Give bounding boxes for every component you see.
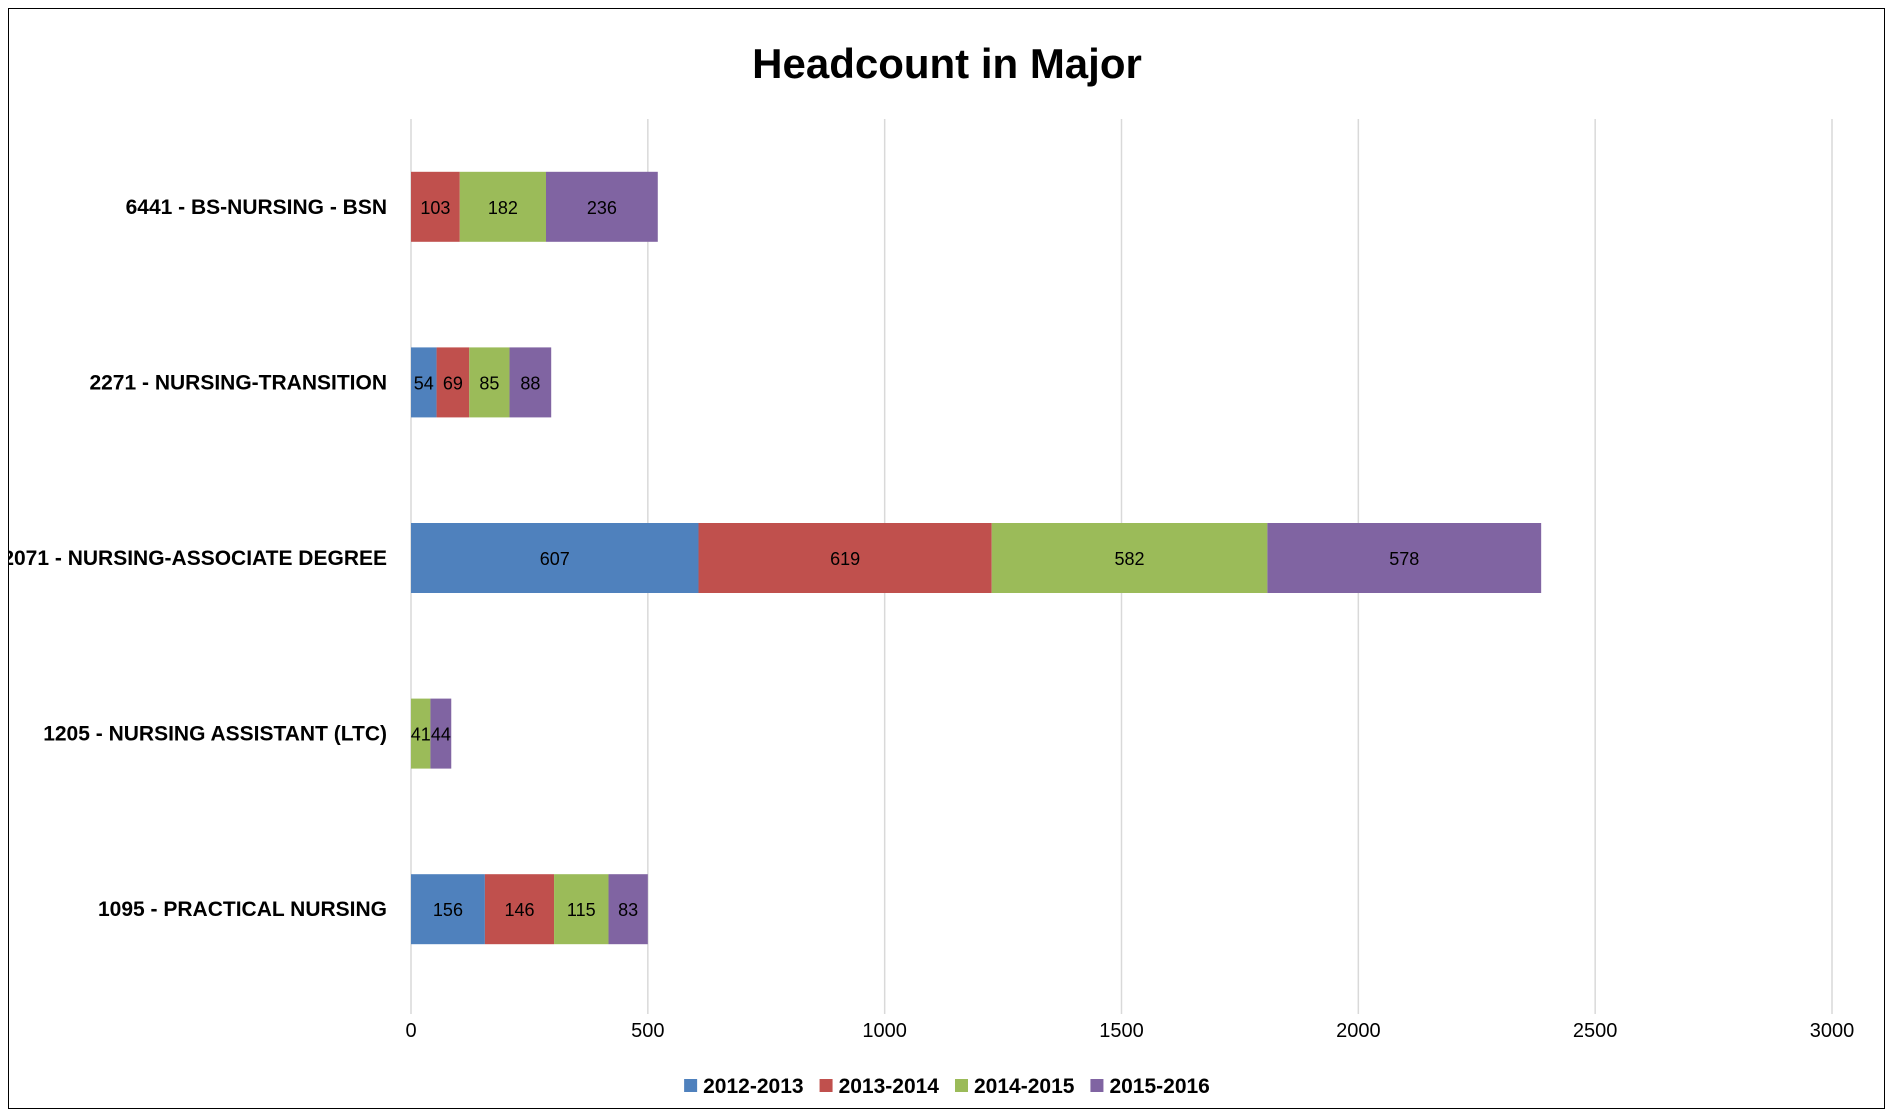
x-tick-label: 1500: [1099, 1020, 1144, 1042]
data-label: 115: [567, 900, 596, 920]
data-label: 619: [830, 549, 860, 569]
data-label: 69: [443, 373, 463, 393]
legend-item-2015-2016: 2015-2016: [1090, 1075, 1210, 1098]
data-label: 156: [433, 900, 463, 920]
bar-2013-2014: [698, 523, 992, 593]
bar-2014-2015: [459, 171, 546, 242]
bar-2013-2014: [484, 874, 555, 945]
bar-2013-2014: [436, 347, 470, 418]
legend-label: 2013-2014: [839, 1075, 940, 1098]
data-label: 578: [1389, 549, 1419, 569]
bar-2012-2013: [411, 874, 485, 945]
legend-label: 2012-2013: [703, 1075, 803, 1098]
bar-2012-2013: [411, 347, 437, 418]
legend: 2012-2013 2013-2014 2014-2015 2015-2016: [684, 1075, 1210, 1098]
legend-label: 2015-2016: [1109, 1075, 1209, 1098]
legend-item-2013-2014: 2013-2014: [819, 1075, 940, 1098]
bar-2015-2016: [430, 698, 452, 769]
legend-swatch: [1090, 1079, 1104, 1092]
data-label: 88: [520, 373, 540, 393]
data-label: 54: [414, 373, 434, 393]
chart-frame: Headcount in Major 103 182 236 54 69 85 88 607 6…: [8, 8, 1885, 1109]
bar-2014-2015: [554, 874, 609, 945]
category-axis: 6441 - BS-NURSING - BSN 2271 - NURSING-TR…: [9, 196, 387, 921]
category-label: 1095 - PRACTICAL NURSING: [98, 898, 387, 921]
legend-swatch: [955, 1079, 968, 1092]
category-label: 2271 - NURSING-TRANSITION: [89, 371, 387, 394]
legend-swatch: [684, 1079, 698, 1092]
value-axis: 0 500 1000 1500 2000 2500 3000: [405, 1020, 1854, 1042]
data-labels: 103 182 236 54 69 85 88 607 619 582 578 41 44 156 146 1…: [411, 198, 1420, 920]
x-tick-label: 2500: [1573, 1020, 1618, 1042]
bar-2012-2013: [411, 523, 699, 593]
data-label: 103: [420, 198, 450, 218]
bar-2014-2015: [469, 347, 510, 418]
x-tick-label: 500: [631, 1020, 664, 1042]
data-label: 607: [540, 549, 570, 569]
bar-2015-2016: [608, 874, 648, 945]
bar-2015-2016: [1267, 523, 1542, 593]
legend-item-2014-2015: 2014-2015: [955, 1075, 1075, 1098]
data-label: 146: [504, 900, 534, 920]
legend-item-2012-2013: 2012-2013: [684, 1075, 804, 1098]
data-label: 236: [587, 198, 617, 218]
data-label: 182: [488, 198, 518, 218]
x-tick-label: 2000: [1336, 1020, 1381, 1042]
data-label: 44: [431, 725, 451, 745]
chart-title: Headcount in Major: [752, 40, 1142, 87]
category-label: 1205 - NURSING ASSISTANT (LTC): [43, 723, 387, 746]
bar-2014-2015: [411, 698, 431, 769]
bars: [411, 171, 1542, 945]
bar-2015-2016: [509, 347, 552, 418]
x-tick-label: 1000: [862, 1020, 907, 1042]
chart-svg: Headcount in Major 103 182 236 54 69 85 88 607 6…: [9, 40, 1854, 1098]
bar-2014-2015: [991, 523, 1268, 593]
x-tick-label: 0: [405, 1020, 416, 1042]
legend-label: 2014-2015: [974, 1075, 1075, 1098]
category-label: 2071 - NURSING-ASSOCIATE DEGREE: [9, 547, 387, 570]
data-label: 582: [1115, 549, 1145, 569]
data-label: 41: [411, 725, 431, 745]
bar-2013-2014: [411, 171, 460, 242]
data-label: 83: [618, 900, 638, 920]
legend-swatch: [819, 1079, 833, 1092]
x-tick-label: 3000: [1810, 1020, 1855, 1042]
category-label: 6441 - BS-NURSING - BSN: [126, 196, 387, 219]
bar-2015-2016: [545, 171, 658, 242]
data-label: 85: [479, 373, 499, 393]
